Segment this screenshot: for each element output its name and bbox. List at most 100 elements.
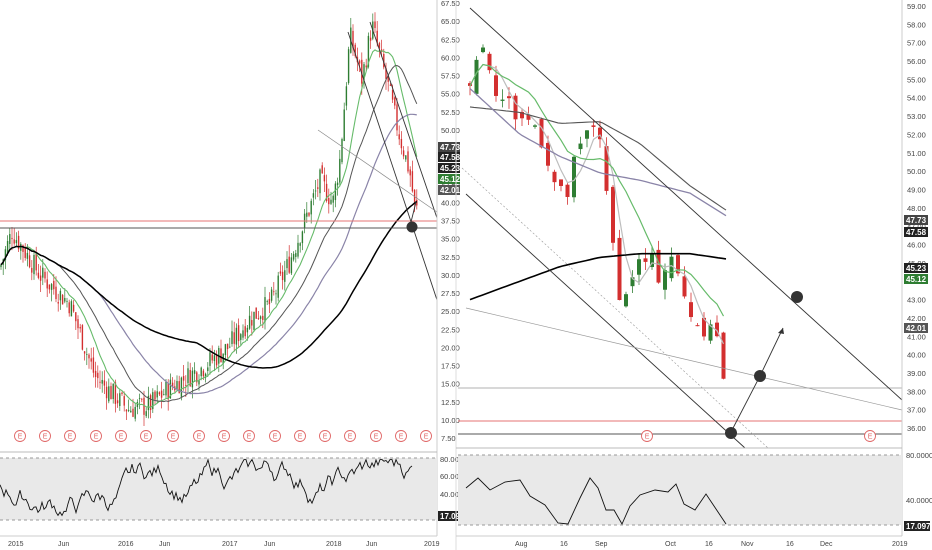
right-target-marker <box>791 291 803 303</box>
right-candle <box>481 47 485 53</box>
earnings-icon[interactable] <box>395 430 407 442</box>
earnings-icon[interactable] <box>344 430 356 442</box>
right-candles <box>468 44 726 380</box>
right-candle <box>708 324 713 341</box>
earnings-icon[interactable] <box>294 430 306 442</box>
left-time-tick-label: 2016 <box>118 541 134 548</box>
right-candle <box>663 270 667 290</box>
right-candle <box>702 317 706 337</box>
earnings-icon[interactable] <box>319 430 331 442</box>
left-candle <box>416 199 418 206</box>
left-candle <box>22 245 24 252</box>
left-candle <box>330 199 332 204</box>
earnings-icon[interactable] <box>115 430 127 442</box>
left-candle <box>70 301 73 317</box>
left-price-badge <box>438 185 460 195</box>
left-price-badge-label: 45.12 <box>440 175 461 184</box>
right-time-tick-label: Dec <box>820 541 833 548</box>
earnings-icon[interactable] <box>864 430 876 442</box>
right-oscillator-panel[interactable] <box>456 447 902 526</box>
right-ma-mid-line <box>469 106 727 211</box>
right-osc-badge-label: 17.0973 <box>906 522 932 531</box>
left-candle <box>24 248 26 258</box>
right-ma-long-line <box>469 252 727 301</box>
right-price-tick-label: 55.00 <box>907 75 926 84</box>
left-candle <box>224 344 227 356</box>
left-candle <box>367 35 370 67</box>
left-candle <box>290 257 293 274</box>
left-candle <box>385 68 387 79</box>
left-candle <box>378 42 381 49</box>
earnings-icon[interactable] <box>167 430 179 442</box>
left-candle <box>323 175 326 182</box>
left-candle <box>119 393 121 407</box>
left-candle <box>33 254 35 275</box>
left-price-tick-label: 60.00 <box>441 53 460 62</box>
left-candle <box>83 351 86 354</box>
right-price-tick-label: 54.00 <box>907 94 926 103</box>
earnings-icon[interactable] <box>641 430 653 442</box>
right-price-badge <box>904 274 928 284</box>
earnings-icon[interactable] <box>64 430 76 442</box>
earnings-icon[interactable] <box>420 430 432 442</box>
right-candle <box>507 96 511 99</box>
left-price-tick-label: 17.50 <box>441 362 460 371</box>
left-price-badge <box>438 174 460 184</box>
left-candle <box>17 235 20 250</box>
left-candle <box>44 271 46 279</box>
left-candle <box>281 271 284 281</box>
left-candle <box>251 320 253 326</box>
left-candle <box>189 369 191 387</box>
left-candle <box>253 311 255 330</box>
left-candle <box>363 64 365 80</box>
left-candle <box>244 326 246 337</box>
left-candle <box>48 284 51 290</box>
left-candle <box>147 395 150 411</box>
left-candle <box>163 394 165 395</box>
left-oscillator-panel[interactable] <box>0 451 437 521</box>
right-candle <box>689 302 693 318</box>
earnings-label: E <box>399 434 404 441</box>
right-time-tick-label: Aug <box>515 541 528 548</box>
right-price-tick-label: 50.00 <box>907 167 926 176</box>
right-price-tick-label: 52.00 <box>907 130 926 139</box>
earnings-icon[interactable] <box>243 430 255 442</box>
left-candle <box>4 249 7 261</box>
left-candle <box>97 372 99 379</box>
earnings-icon[interactable] <box>39 430 51 442</box>
earnings-label: E <box>68 434 73 441</box>
earnings-label: E <box>144 434 149 441</box>
earnings-icon[interactable] <box>269 430 281 442</box>
right-candle <box>611 186 615 243</box>
earnings-icon[interactable] <box>90 430 102 442</box>
left-candle <box>125 409 128 412</box>
earnings-icon[interactable] <box>218 430 230 442</box>
left-candle <box>369 37 372 41</box>
right-candle <box>468 83 472 86</box>
left-candle <box>196 372 198 383</box>
left-candle <box>165 381 167 396</box>
left-candle <box>191 370 194 388</box>
earnings-icon[interactable] <box>14 430 26 442</box>
right-trend-drawings <box>458 7 903 449</box>
left-price-tick-label: 52.50 <box>441 108 460 117</box>
earnings-icon[interactable] <box>370 430 382 442</box>
left-candle <box>176 381 178 389</box>
left-candle <box>235 327 238 345</box>
right-price-badge-label: 47.58 <box>906 228 927 237</box>
left-candle <box>202 370 205 377</box>
left-candle <box>259 316 262 319</box>
left-candle <box>28 255 31 268</box>
right-candle <box>526 115 531 120</box>
left-price-badge-label: 47.73 <box>440 143 461 152</box>
left-candle <box>182 376 185 381</box>
left-candle <box>55 286 57 300</box>
left-price-tick-label: 10.00 <box>441 416 460 425</box>
left-candle <box>143 397 145 415</box>
earnings-icon[interactable] <box>140 430 152 442</box>
left-price-badge-label: 45.23 <box>440 164 461 173</box>
earnings-icon[interactable] <box>193 430 205 442</box>
